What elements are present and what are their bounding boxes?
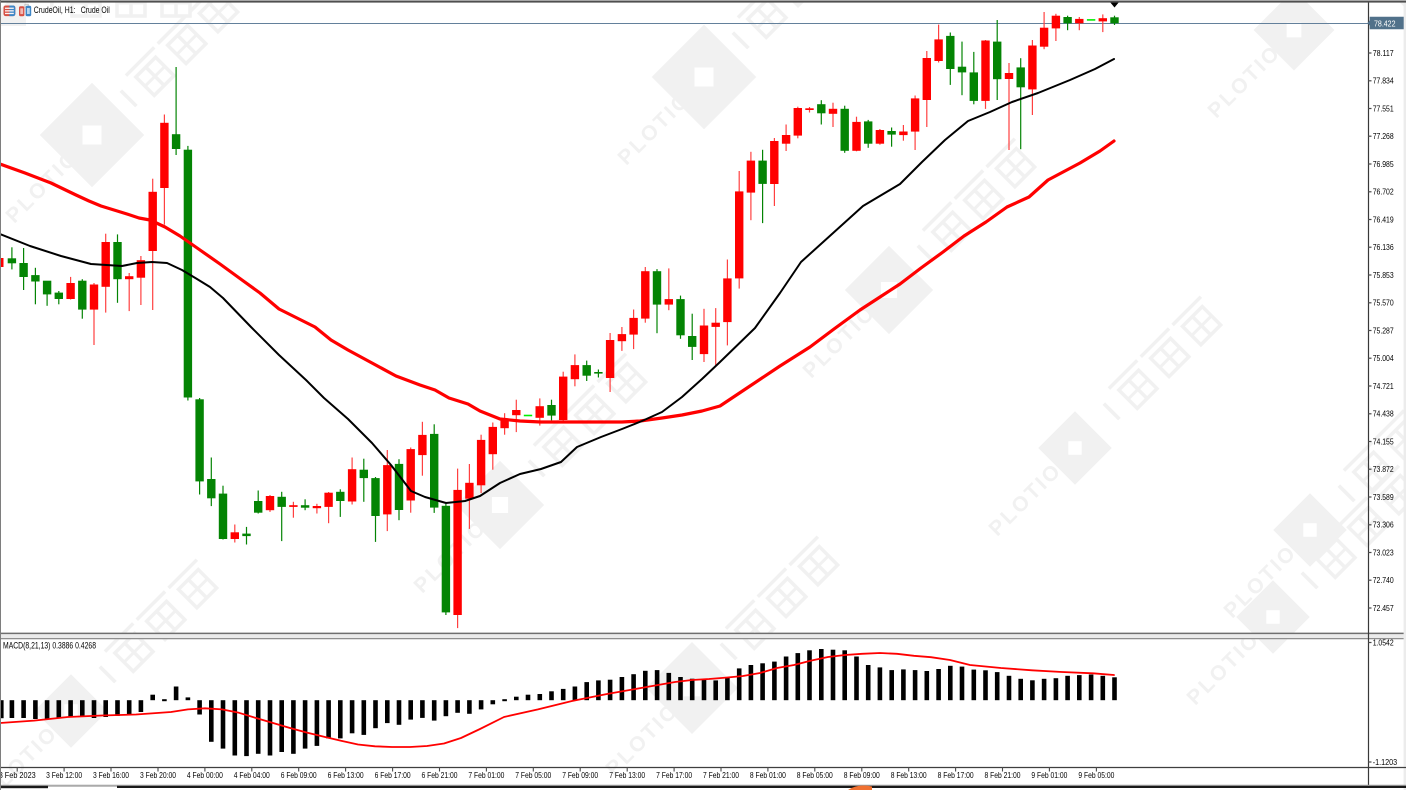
svg-text:6 Feb 13:00: 6 Feb 13:00: [328, 770, 364, 780]
svg-text:7 Feb 09:00: 7 Feb 09:00: [562, 770, 598, 780]
svg-text:74.155: 74.155: [1373, 437, 1394, 446]
svg-text:75.004: 75.004: [1373, 354, 1394, 363]
svg-text:77.834: 77.834: [1373, 77, 1394, 86]
svg-text:3 Feb 20:00: 3 Feb 20:00: [140, 770, 176, 780]
svg-text:7 Feb 17:00: 7 Feb 17:00: [656, 770, 692, 780]
svg-text:76.702: 76.702: [1373, 188, 1394, 197]
svg-text:74.721: 74.721: [1373, 382, 1394, 391]
svg-text:9 Feb 05:00: 9 Feb 05:00: [1078, 770, 1114, 780]
svg-text:7 Feb 13:00: 7 Feb 13:00: [609, 770, 645, 780]
svg-text:75.853: 75.853: [1373, 271, 1394, 280]
svg-text:73.589: 73.589: [1373, 493, 1394, 502]
svg-text:8 Feb 01:00: 8 Feb 01:00: [750, 770, 786, 780]
svg-text:75.287: 75.287: [1373, 326, 1394, 335]
svg-text:8 Feb 09:00: 8 Feb 09:00: [844, 770, 880, 780]
svg-text:3 Feb 12:00: 3 Feb 12:00: [46, 770, 82, 780]
svg-text:73.023: 73.023: [1373, 548, 1394, 557]
svg-text:6 Feb 09:00: 6 Feb 09:00: [281, 770, 317, 780]
svg-text:8 Feb 13:00: 8 Feb 13:00: [891, 770, 927, 780]
svg-text:76.985: 76.985: [1373, 160, 1394, 169]
svg-text:7 Feb 21:00: 7 Feb 21:00: [703, 770, 739, 780]
svg-text:77.268: 77.268: [1373, 132, 1394, 141]
svg-text:6 Feb 21:00: 6 Feb 21:00: [422, 770, 458, 780]
svg-text:8 Feb 21:00: 8 Feb 21:00: [985, 770, 1021, 780]
svg-text:7 Feb 01:00: 7 Feb 01:00: [468, 770, 504, 780]
svg-text:73.872: 73.872: [1373, 465, 1394, 474]
svg-text:8 Feb 17:00: 8 Feb 17:00: [938, 770, 974, 780]
svg-text:77.551: 77.551: [1373, 104, 1394, 113]
svg-text:76.136: 76.136: [1373, 243, 1394, 252]
svg-text:78.117: 78.117: [1373, 49, 1394, 58]
svg-text:8 Feb 05:00: 8 Feb 05:00: [797, 770, 833, 780]
svg-text:4 Feb 04:00: 4 Feb 04:00: [234, 770, 270, 780]
svg-text:1.0542: 1.0542: [1373, 637, 1394, 647]
svg-text:6 Feb 17:00: 6 Feb 17:00: [375, 770, 411, 780]
svg-text:74.438: 74.438: [1373, 410, 1394, 419]
svg-text:78.422: 78.422: [1374, 19, 1396, 28]
svg-text:MACD(8,21,13) 0.3886 0.4268: MACD(8,21,13) 0.3886 0.4268: [3, 641, 96, 651]
svg-text:72.457: 72.457: [1373, 604, 1394, 613]
svg-text:76.419: 76.419: [1373, 215, 1394, 224]
svg-text:72.740: 72.740: [1373, 576, 1394, 585]
svg-text:4 Feb 00:00: 4 Feb 00:00: [187, 770, 223, 780]
svg-text:3 Feb 2023: 3 Feb 2023: [0, 770, 36, 780]
svg-text:75.570: 75.570: [1373, 299, 1394, 308]
svg-text:CrudeOil, H1: Crude Oil: CrudeOil, H1: Crude Oil: [34, 5, 110, 15]
svg-text:-1.1203: -1.1203: [1373, 757, 1398, 767]
svg-text:9 Feb 01:00: 9 Feb 01:00: [1031, 770, 1067, 780]
svg-text:7 Feb 05:00: 7 Feb 05:00: [515, 770, 551, 780]
svg-text:73.306: 73.306: [1373, 521, 1394, 530]
svg-text:3 Feb 16:00: 3 Feb 16:00: [93, 770, 129, 780]
